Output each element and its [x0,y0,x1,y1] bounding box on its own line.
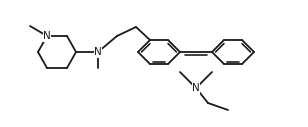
Text: N: N [192,83,200,93]
Text: N: N [94,47,102,57]
Text: N: N [43,31,51,41]
